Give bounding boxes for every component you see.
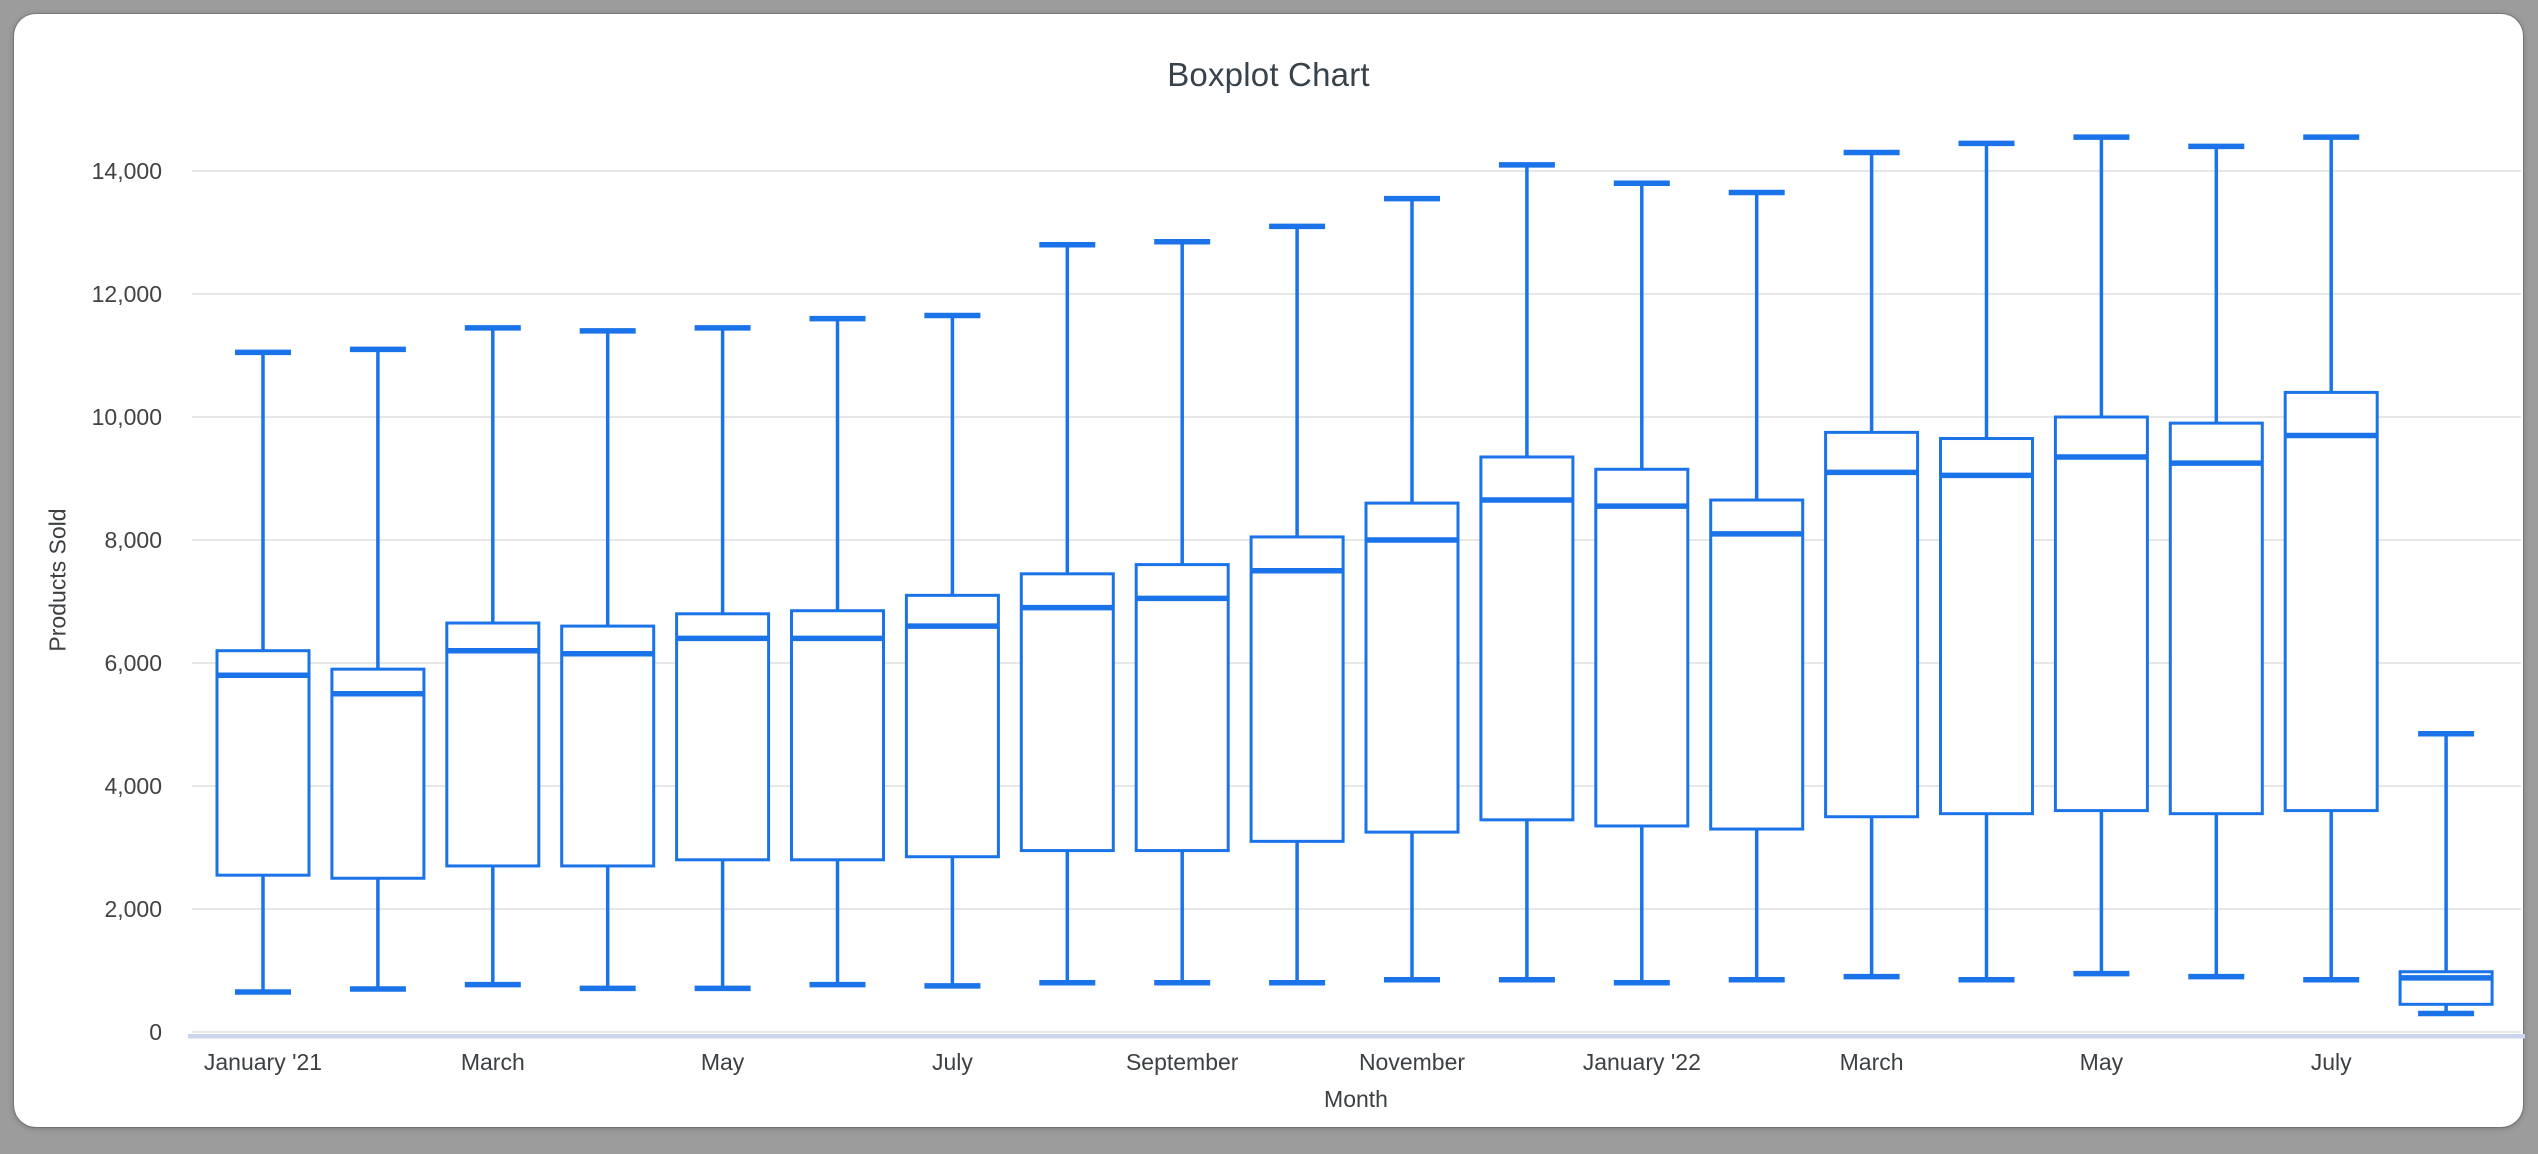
iqr-box [1479,455,1575,822]
chart-card: Boxplot Chart Products Sold Month 0 2,000… [14,14,2525,1127]
boxplot-july-22[interactable] [2283,134,2379,983]
boxplot-january-22[interactable] [1594,180,1690,986]
iqr-box [904,593,1000,859]
iqr-box [1824,430,1920,819]
x-tick-label: July [932,1049,973,1075]
iqr-box [2168,421,2264,816]
x-tick-label: May [701,1049,745,1075]
x-tick-label: January '21 [204,1049,322,1075]
iqr-box [2283,390,2379,813]
x-tick-label: May [2080,1049,2124,1075]
y-tick-label: 6,000 [104,650,162,676]
y-tick-label: 10,000 [92,404,162,430]
iqr-box [1939,437,2034,816]
iqr-box [1249,535,1345,843]
iqr-box [1134,563,1230,853]
boxplot-september-21[interactable] [1134,238,1230,986]
iqr-box [1019,572,1115,853]
boxplot-series [215,134,2494,1017]
boxplot-june-21[interactable] [790,315,885,988]
y-tick-label: 0 [149,1019,162,1045]
y-tick-label: 4,000 [104,773,162,799]
y-tick-labels: 0 2,000 4,000 6,000 8,000 10,000 12,000 14,000 [92,158,162,1045]
x-tick-label: July [2311,1049,2352,1075]
iqr-box [2053,415,2149,813]
boxplot-february-22[interactable] [1709,189,1805,983]
iqr-box [790,609,885,862]
x-tick-labels: January '21 March May July September November… [204,1049,2352,1075]
y-tick-label: 2,000 [104,896,162,922]
boxplot-march-21[interactable] [445,325,541,988]
iqr-box [560,624,656,868]
chart-title: Boxplot Chart [1167,56,1370,93]
iqr-box [330,667,426,880]
x-tick-label: March [461,1049,525,1075]
x-axis-baseline [188,1034,2525,1039]
x-tick-label: March [1840,1049,1904,1075]
x-tick-label: September [1126,1049,1239,1075]
boxplot-december-21[interactable] [1479,162,1575,983]
x-tick-label: January '22 [1583,1049,1701,1075]
boxplot-january-21[interactable] [215,349,311,995]
boxplot-march-22[interactable] [1824,149,1920,980]
boxplot-june-22[interactable] [2168,143,2264,980]
y-tick-label: 12,000 [92,281,162,307]
x-axis-title: Month [1324,1086,1388,1112]
boxplot-may-21[interactable] [675,325,771,992]
y-tick-label: 8,000 [104,527,162,553]
iqr-box [1594,467,1690,828]
boxplot-may-22[interactable] [2053,134,2149,977]
boxplot-april-22[interactable] [1939,140,2034,983]
iqr-box [215,649,311,877]
iqr-box [1364,501,1460,834]
boxplot-november-21[interactable] [1364,195,1460,983]
boxplot-chart-svg: 0 2,000 4,000 6,000 8,000 10,000 12,000 14,000 J… [92,134,2525,1075]
boxplot-april-21[interactable] [560,328,656,992]
y-tick-label: 14,000 [92,158,162,184]
boxplot-july-21[interactable] [904,312,1000,989]
iqr-box [675,612,771,862]
iqr-box [1709,498,1805,831]
boxplot-october-21[interactable] [1249,223,1345,986]
iqr-box [445,621,541,868]
x-tick-label: November [1359,1049,1465,1075]
boxplot-august-22[interactable] [2398,730,2494,1017]
boxplot-august-21[interactable] [1019,242,1115,986]
boxplot-february-21[interactable] [330,346,426,992]
